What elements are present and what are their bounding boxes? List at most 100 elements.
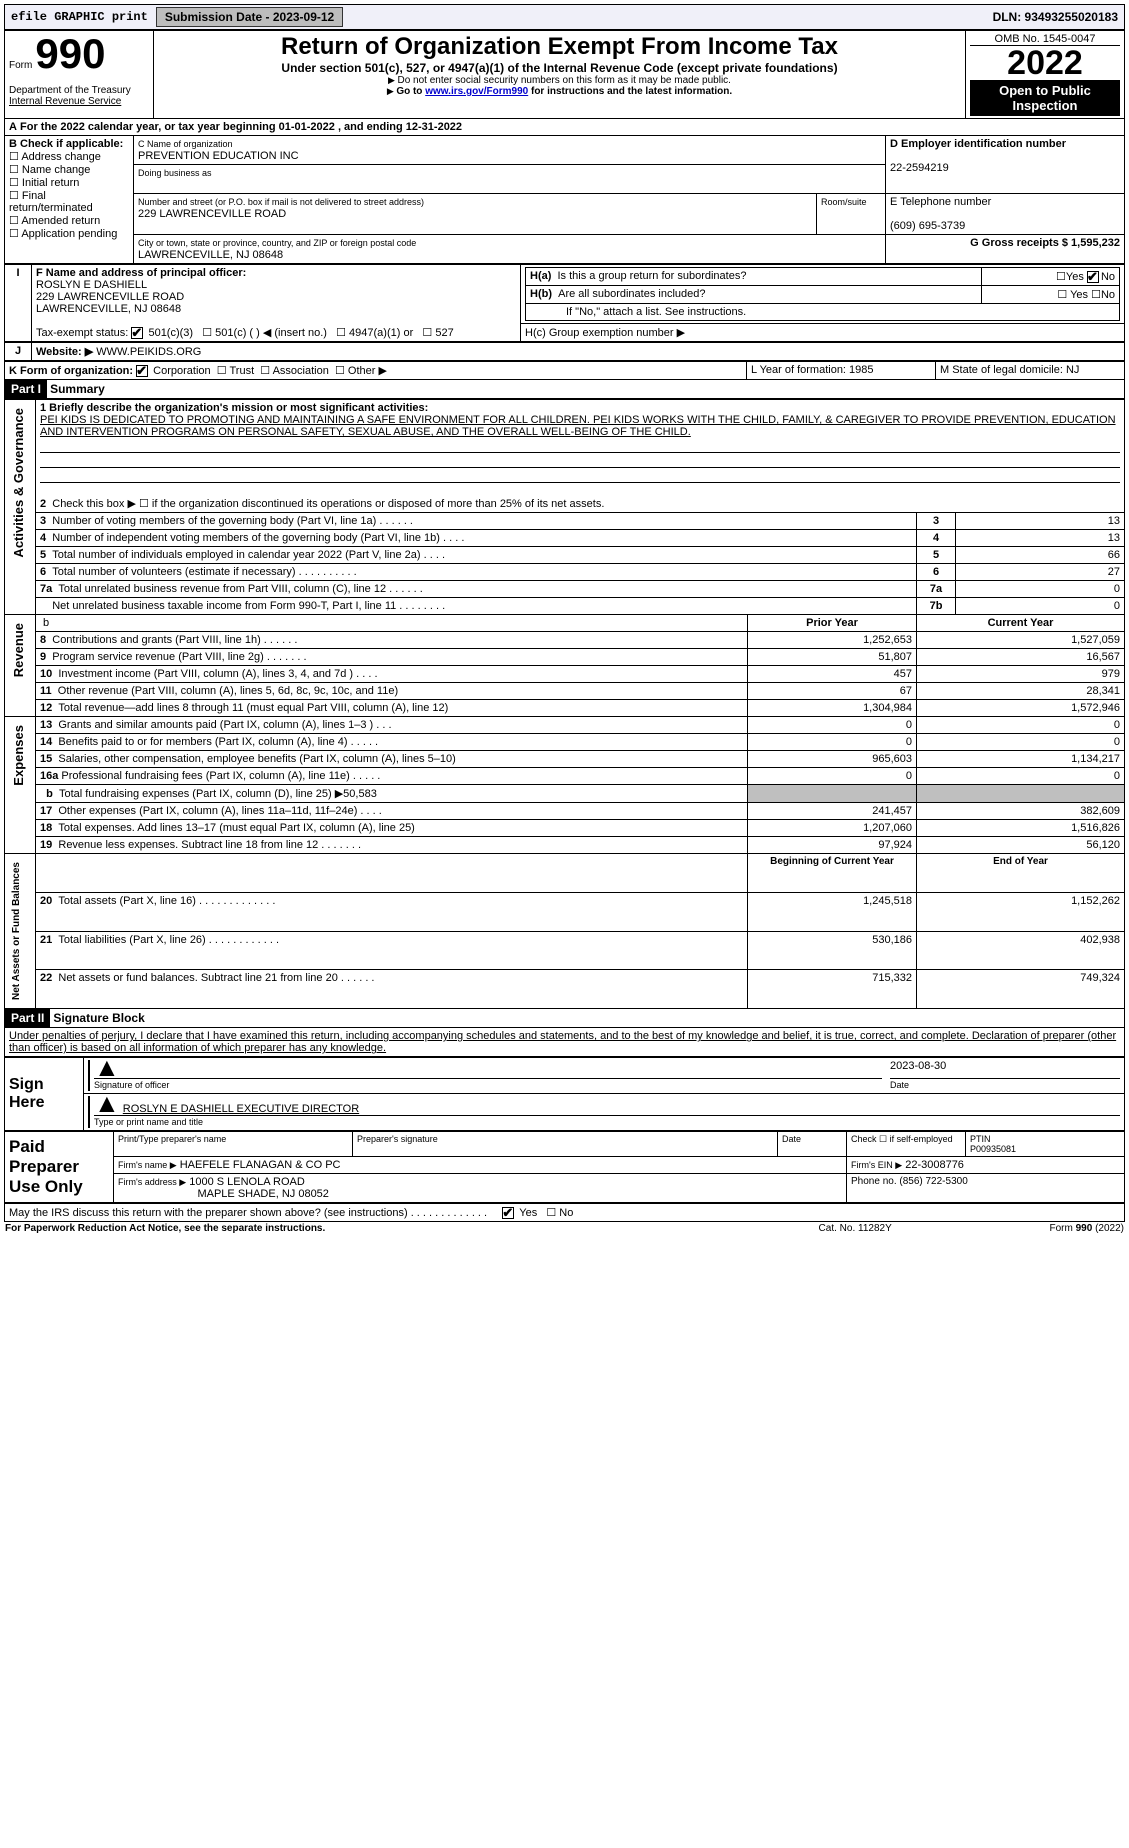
- rev-10: Investment income (Part VIII, column (A)…: [58, 668, 353, 680]
- net-label: Net Assets or Fund Balances: [9, 856, 24, 1006]
- irs-label: Internal Revenue Service: [9, 96, 149, 107]
- gov-5-val: 66: [956, 547, 1125, 564]
- room-label: Room/suite: [821, 197, 867, 207]
- officer-city: LAWRENCEVILLE, NJ 08648: [36, 303, 181, 315]
- j-letter: J: [5, 343, 32, 361]
- k-other: Other ▶: [348, 365, 387, 377]
- city: LAWRENCEVILLE, NJ 08648: [138, 249, 283, 261]
- gov-3: Number of voting members of the governin…: [52, 515, 376, 527]
- q2: Check this box ▶ ☐ if the organization d…: [52, 498, 604, 510]
- rev-12: Total revenue—add lines 8 through 11 (mu…: [58, 702, 448, 714]
- m-state: M State of legal domicile: NJ: [936, 362, 1125, 380]
- efile-header: efile GRAPHIC print Submission Date - 20…: [4, 4, 1125, 30]
- prior-year-h: Prior Year: [748, 615, 917, 632]
- exp-14-c: 0: [917, 734, 1125, 751]
- dln-label: DLN: 93493255020183: [987, 8, 1124, 26]
- a-label: A: [9, 121, 17, 133]
- exp-16a-c: 0: [917, 768, 1125, 785]
- current-year-h: Current Year: [917, 615, 1125, 632]
- rev-10-c: 979: [917, 666, 1125, 683]
- fh-block: I F Name and address of principal office…: [4, 264, 1125, 342]
- b-opt-0: ☐ Address change: [9, 151, 101, 163]
- exp-14-p: 0: [748, 734, 917, 751]
- l-year: L Year of formation: 1985: [747, 362, 936, 380]
- ptin: P00935081: [970, 1144, 1016, 1154]
- sign-here: Sign Here: [5, 1058, 84, 1131]
- net-21: Total liabilities (Part X, line 26): [58, 934, 205, 946]
- print-name-h: Print/Type preparer's name: [114, 1132, 353, 1157]
- discuss-line: May the IRS discuss this return with the…: [5, 1204, 1125, 1222]
- tax-year: 2022: [970, 46, 1120, 80]
- net-22-p: 715,332: [748, 970, 917, 1009]
- k-assoc: Association: [273, 365, 329, 377]
- goto-prefix: Go to: [396, 86, 425, 97]
- i-501c3: 501(c)(3): [148, 327, 193, 339]
- firm-addr-l: Firm's address ▶: [118, 1177, 186, 1187]
- sign-arrow-icon: ▲: [94, 1052, 120, 1082]
- city-label: City or town, state or province, country…: [138, 238, 416, 248]
- date-h: Date: [778, 1132, 847, 1157]
- exp-17-p: 241,457: [748, 803, 917, 820]
- b-opt-4: ☐ Amended return: [9, 215, 100, 227]
- cat-no: Cat. No. 11282Y: [766, 1222, 944, 1235]
- gov-6-val: 27: [956, 564, 1125, 581]
- exp-18: Total expenses. Add lines 13–17 (must eq…: [58, 822, 414, 834]
- paid-preparer-label: Paid Preparer Use Only: [5, 1132, 114, 1203]
- k-label: K Form of organization:: [9, 365, 133, 377]
- gov-6: Total number of volunteers (estimate if …: [52, 566, 295, 578]
- phone: (609) 695-3739: [890, 220, 965, 232]
- ptin-h: PTIN: [970, 1134, 991, 1144]
- b-opt-1: ☐ Name change: [9, 164, 90, 176]
- rev-12-c: 1,572,946: [917, 700, 1125, 717]
- org-name: PREVENTION EDUCATION INC: [138, 150, 299, 162]
- dept-treasury: Department of the Treasury: [9, 85, 149, 96]
- hb-answer: ☐ Yes ☐No: [982, 286, 1120, 304]
- self-employed: Check ☐ if self-employed: [847, 1132, 966, 1157]
- exp-13-p: 0: [748, 717, 917, 734]
- gov-4: Number of independent voting members of …: [52, 532, 440, 544]
- e-label: E Telephone number: [890, 196, 991, 208]
- gov-4-val: 13: [956, 530, 1125, 547]
- b-opt-5: ☐ Application pending: [9, 228, 117, 240]
- part1-table: Activities & Governance 1 Briefly descri…: [4, 399, 1125, 1009]
- prep-phone: Phone no. (856) 722-5300: [847, 1174, 1125, 1203]
- exp-16a-p: 0: [748, 768, 917, 785]
- rev-8-p: 1,252,653: [748, 632, 917, 649]
- rev-9: Program service revenue (Part VIII, line…: [52, 651, 264, 663]
- submission-date-button[interactable]: Submission Date - 2023-09-12: [156, 7, 343, 27]
- net-20-c: 1,152,262: [917, 892, 1125, 931]
- date-label: Date: [890, 1080, 909, 1090]
- gov-5: Total number of individuals employed in …: [52, 549, 420, 561]
- officer-name: ROSLYN E DASHIELL: [36, 279, 147, 291]
- exp-19-c: 56,120: [917, 837, 1125, 854]
- exp-16a: Professional fundraising fees (Part IX, …: [61, 770, 349, 782]
- part2-header: Part II: [5, 1009, 50, 1027]
- c-name-label: C Name of organization: [138, 139, 233, 149]
- net-22-c: 749,324: [917, 970, 1125, 1009]
- a-text: For the 2022 calendar year, or tax year …: [20, 121, 462, 133]
- b-opt-3: ☐ Final return/terminated: [9, 190, 93, 214]
- hb-label: H(b) Are all subordinates included?: [526, 286, 982, 304]
- ssn-note: Do not enter social security numbers on …: [158, 75, 961, 86]
- firm-name: HAEFELE FLANAGAN & CO PC: [180, 1159, 341, 1171]
- sign-arrow-icon-2: ▲: [94, 1088, 120, 1118]
- rev-9-c: 16,567: [917, 649, 1125, 666]
- paperwork: For Paperwork Reduction Act Notice, see …: [4, 1222, 766, 1235]
- i-501c: 501(c) ( ) ◀ (insert no.): [215, 327, 327, 339]
- net-20: Total assets (Part X, line 16): [58, 895, 196, 907]
- exp-13: Grants and similar amounts paid (Part IX…: [58, 719, 373, 731]
- exp-15-c: 1,134,217: [917, 751, 1125, 768]
- rev-9-p: 51,807: [748, 649, 917, 666]
- form-header-table: Form 990 Department of the Treasury Inte…: [4, 30, 1125, 119]
- form990-link[interactable]: www.irs.gov/Form990: [425, 86, 528, 97]
- g-receipts: G Gross receipts $ 1,595,232: [970, 237, 1120, 249]
- exp-15: Salaries, other compensation, employee b…: [58, 753, 455, 765]
- rev-8-c: 1,527,059: [917, 632, 1125, 649]
- gov-7b-val: 0: [956, 598, 1125, 615]
- exp-16b: Total fundraising expenses (Part IX, col…: [59, 788, 377, 800]
- j-website: Website: ▶ WWW.PEIKIDS.ORG: [32, 343, 1125, 361]
- gov-label: Activities & Governance: [9, 402, 28, 564]
- form-number: 990: [35, 30, 105, 77]
- net-21-c: 402,938: [917, 931, 1125, 970]
- gov-7b: Net unrelated business taxable income fr…: [52, 600, 396, 612]
